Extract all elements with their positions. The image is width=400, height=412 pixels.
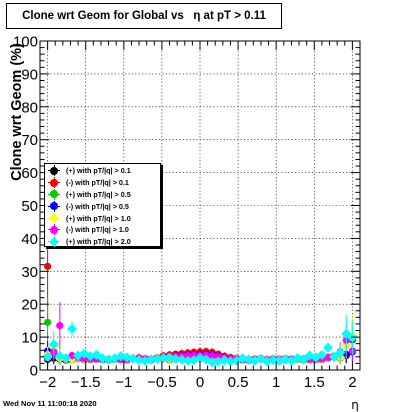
y-tick-label: 10 [21, 330, 38, 347]
data-point [152, 353, 163, 364]
legend-label: (+) with pT/|q| > 0.1 [66, 166, 131, 176]
data-point [56, 321, 64, 330]
legend-label: (+) with pT/|q| > 2.0 [66, 237, 131, 247]
data-point [44, 262, 52, 270]
data-series [42, 211, 358, 368]
data-point [208, 352, 216, 360]
chart-title: Clone wrt Geom for Global vs η at pT > 0… [6, 3, 282, 29]
x-tick-label: 1 [272, 374, 280, 391]
data-point [341, 328, 352, 339]
legend-marker [48, 224, 60, 236]
x-tick-label: 2 [348, 374, 356, 391]
data-point [268, 355, 279, 366]
x-tick-label: −1 [115, 374, 132, 391]
legend-entry: (+) with pT/|q| > 2.0 [48, 236, 160, 248]
data-point [182, 355, 193, 366]
legend-marker [48, 165, 60, 177]
legend-entry: (+) with pT/|q| > 1.0 [48, 212, 160, 224]
legend-marker [48, 177, 60, 189]
y-tick-label: 20 [21, 297, 38, 314]
legend-marker [48, 236, 60, 248]
x-axis-title: η [351, 398, 359, 412]
x-tick-label: −0.5 [147, 374, 177, 391]
legend-marker [48, 188, 60, 200]
series-6 [42, 314, 358, 368]
y-tick-label: 70 [21, 132, 38, 149]
data-point [329, 351, 340, 362]
legend-label: (-) with pT/|q| > 0.5 [66, 201, 129, 211]
data-point [170, 353, 181, 364]
legend-label: (+) with pT/|q| > 1.0 [66, 213, 131, 223]
legend-label: (-) with pT/|q| > 1.0 [66, 225, 129, 235]
y-tick-label: 40 [21, 231, 38, 248]
timestamp: Wed Nov 11 11:00:18 2020 [3, 399, 97, 408]
data-point [158, 353, 169, 364]
legend-label: (-) with pT/|q| > 0.1 [66, 178, 129, 188]
data-point [146, 354, 157, 365]
data-point [207, 357, 218, 368]
data-point [347, 332, 358, 343]
data-point [68, 351, 76, 360]
legend-marker [48, 212, 60, 224]
data-point [225, 356, 236, 367]
data-point [323, 342, 333, 353]
y-tick-label: 60 [21, 165, 38, 182]
legend-entry: (-) with pT/|q| > 1.0 [48, 224, 160, 236]
legend-entry: (+) with pT/|q| > 0.5 [48, 188, 160, 201]
y-tick-label: 90 [21, 66, 38, 83]
legend-entry: (-) with pT/|q| > 0.5 [48, 200, 160, 212]
data-point [335, 347, 346, 358]
x-tick-label: −1.5 [71, 374, 101, 391]
y-tick-label: 0 [30, 363, 38, 380]
legend-marker [48, 200, 60, 212]
data-point [60, 353, 71, 364]
y-tick-label: 50 [21, 198, 38, 215]
data-point [67, 323, 77, 334]
data-point [121, 352, 132, 363]
data-point [324, 353, 332, 362]
x-tick-label: 0.5 [228, 374, 249, 391]
legend: (+) with pT/|q| > 0.1 (-) with pT/|q| > 0… [44, 163, 161, 248]
axes: −2 −1.5 −1 −0.5 0 0.5 1 1.5 20102030405060708090… [13, 34, 361, 391]
y-tick-label: 100 [13, 34, 38, 51]
x-tick-label: 1.5 [304, 374, 325, 391]
data-point [44, 318, 52, 326]
data-point [316, 349, 327, 360]
x-tick-label: −2 [39, 374, 56, 391]
data-point [48, 339, 59, 350]
data-point [298, 354, 309, 365]
legend-entry: (+) with pT/|q| > 0.1 [48, 165, 160, 177]
y-tick-label: 80 [21, 99, 38, 116]
data-point [134, 355, 145, 366]
y-tick-label: 30 [21, 264, 38, 281]
data-point [42, 351, 53, 362]
x-tick-label: 0 [196, 374, 204, 391]
legend-entry: (-) with pT/|q| > 0.1 [48, 177, 160, 189]
legend-label: (+) with pT/|q| > 0.5 [66, 189, 131, 199]
y-axis-title: Clone wrt Geom (%) [9, 43, 25, 181]
